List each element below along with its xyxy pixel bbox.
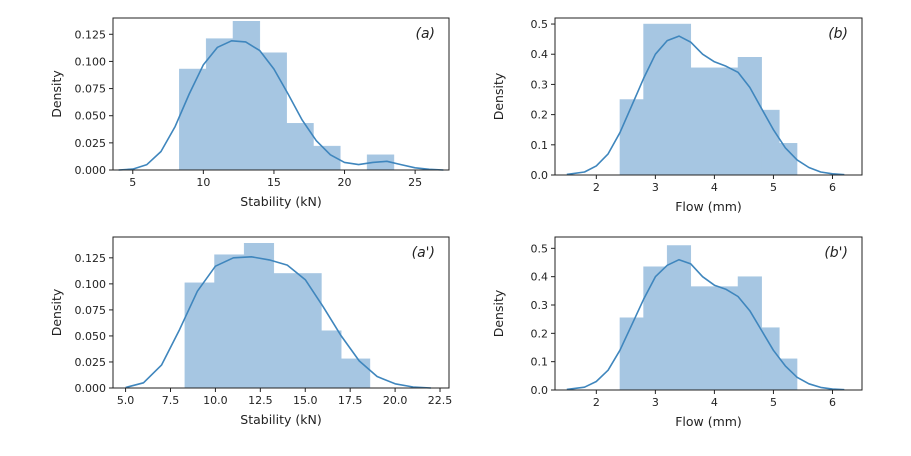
y-axis-label-b: Density [491, 72, 506, 120]
axes-frame-b [554, 17, 863, 176]
x-tick-label-a-3: 20 [338, 176, 352, 189]
y-tick-label-b-prime-2: 0.2 [531, 327, 549, 340]
x-tick-label-a-1: 10 [196, 176, 210, 189]
histogram-bar-b-prime-0 [619, 317, 644, 391]
axes-frame-a-prime [112, 236, 450, 389]
x-axis-label-b: Flow (mm) [675, 199, 742, 214]
histogram-bar-a-prime-2 [243, 242, 275, 389]
y-tick-label-b-1: 0.1 [531, 139, 549, 152]
histogram-bar-b-prime-4 [737, 276, 762, 391]
y-tick-label-b-2: 0.2 [531, 109, 549, 122]
y-tick-label-a-prime-1: 0.025 [75, 356, 107, 369]
x-tick-label-b-prime-3: 5 [770, 396, 777, 409]
kde-line-a-prime [125, 255, 432, 389]
y-tick-label-a-5: 0.125 [75, 28, 107, 41]
y-tick-label-b-prime-1: 0.1 [531, 356, 549, 369]
histogram-bar-a-prime-5 [340, 358, 371, 389]
y-tick-label-b-prime-4: 0.4 [531, 271, 549, 284]
histogram-bar-b-4 [761, 109, 780, 176]
histogram-bar-b-2 [690, 67, 739, 176]
x-tick-label-a-prime-6: 20.0 [383, 394, 408, 407]
kde-line-a [118, 39, 444, 171]
y-tick-label-a-2: 0.050 [75, 110, 107, 123]
y-tick-label-a-prime-2: 0.050 [75, 330, 107, 343]
x-tick-label-a-prime-1: 7.5 [162, 394, 180, 407]
x-tick-label-b-prime-0: 2 [593, 396, 600, 409]
histogram-bar-b-0 [619, 99, 644, 176]
panel-a-prime: 5.0 7.5 10.0 12.5 15.0 17.5 20.0 22.5 0.000 0.025… [49, 236, 453, 427]
histogram-bar-a-prime-3 [273, 273, 322, 389]
x-tick-label-a-0: 5 [129, 176, 136, 189]
histogram-bar-b-5 [779, 143, 798, 176]
panel-label-a: (a) [415, 26, 435, 42]
x-tick-label-a-4: 25 [408, 176, 422, 189]
panel-label-b: (b) [828, 26, 848, 42]
histogram-bar-b-prime-2 [666, 245, 692, 391]
y-axis-label-a-prime: Density [49, 288, 64, 336]
x-axis-label-a-prime: Stability (kN) [240, 412, 321, 427]
histogram-bar-a-0 [179, 68, 207, 171]
y-tick-label-a-4: 0.100 [75, 55, 107, 68]
x-tick-label-a-prime-4: 15.0 [293, 394, 318, 407]
x-tick-label-b-prime-4: 6 [829, 396, 836, 409]
y-tick-label-a-0: 0.000 [75, 164, 107, 177]
panel-b-prime: 2 3 4 5 6 0.0 0.1 0.2 0.3 0.4 0.5 Flow (mm) Density (… [491, 236, 863, 429]
y-tick-label-a-prime-5: 0.125 [75, 252, 107, 265]
y-tick-label-a-prime-4: 0.100 [75, 278, 107, 291]
histogram-bar-a-3 [259, 52, 287, 171]
histogram-bar-b-3 [737, 57, 762, 176]
kde-line-b-prime [566, 258, 845, 391]
y-axis-label-b-prime: Density [491, 289, 506, 337]
x-tick-label-a-prime-3: 12.5 [248, 394, 273, 407]
y-tick-label-a-prime-3: 0.075 [75, 304, 107, 317]
y-tick-label-b-prime-3: 0.3 [531, 299, 549, 312]
y-tick-label-b-prime-5: 0.5 [531, 242, 549, 255]
x-tick-label-a-prime-0: 5.0 [117, 394, 135, 407]
histogram-bar-b-1 [643, 23, 692, 176]
panel-label-b-prime: (b') [824, 245, 848, 261]
histogram-bar-a-prime-0 [184, 282, 215, 389]
histogram-bar-a-prime-4 [321, 330, 342, 389]
x-tick-label-a-prime-5: 17.5 [338, 394, 363, 407]
x-tick-label-b-4: 6 [829, 181, 836, 194]
histogram-bar-b-prime-3 [690, 286, 739, 391]
kde-line-b [566, 35, 845, 176]
y-tick-label-a-prime-0: 0.000 [75, 382, 107, 395]
x-tick-label-b-0: 2 [593, 181, 600, 194]
y-tick-label-b-prime-0: 0.0 [531, 384, 549, 397]
histogram-bar-a-1 [205, 38, 234, 171]
x-tick-label-b-2: 4 [711, 181, 718, 194]
y-tick-label-b-0: 0.0 [531, 169, 549, 182]
histogram-bar-b-prime-5 [761, 327, 780, 391]
y-tick-label-b-4: 0.4 [531, 48, 549, 61]
x-tick-label-a-prime-2: 10.0 [203, 394, 228, 407]
y-axis-label-a: Density [49, 70, 64, 118]
histogram-bar-a-2 [232, 21, 261, 171]
y-tick-label-b-5: 0.5 [531, 18, 549, 31]
panel-b: 2 3 4 5 6 0.0 0.1 0.2 0.3 0.4 0.5 Flow (mm) Density (… [491, 17, 863, 214]
axes-frame-a [112, 17, 450, 171]
y-tick-label-a-1: 0.025 [75, 137, 107, 150]
x-tick-label-b-1: 3 [652, 181, 659, 194]
axes-frame-b-prime [554, 236, 863, 391]
y-tick-label-a-3: 0.075 [75, 83, 107, 96]
x-tick-label-b-prime-1: 3 [652, 396, 659, 409]
panel-label-a-prime: (a') [412, 245, 435, 261]
histogram-bar-a-prime-1 [214, 254, 245, 389]
x-tick-label-b-3: 5 [770, 181, 777, 194]
y-tick-label-b-3: 0.3 [531, 78, 549, 91]
histogram-bar-b-prime-1 [643, 266, 668, 391]
panel-a: 5 10 15 20 25 0.000 0.025 0.050 0.075 0.100 0.125 S… [49, 17, 450, 209]
x-tick-label-a-prime-7: 22.5 [428, 394, 453, 407]
x-tick-label-b-prime-2: 4 [711, 396, 718, 409]
x-axis-label-a: Stability (kN) [240, 194, 321, 209]
x-axis-label-b-prime: Flow (mm) [675, 414, 742, 429]
x-tick-label-a-2: 15 [267, 176, 281, 189]
